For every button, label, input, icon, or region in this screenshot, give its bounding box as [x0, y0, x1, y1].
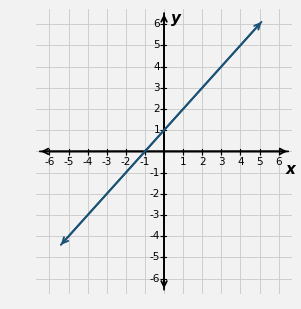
Text: 1: 1 [180, 157, 186, 167]
Text: -5: -5 [150, 252, 160, 262]
Text: 5: 5 [154, 40, 160, 50]
Text: -4: -4 [82, 157, 93, 167]
Text: -2: -2 [150, 189, 160, 199]
Text: -4: -4 [150, 231, 160, 241]
Text: 2: 2 [154, 104, 160, 114]
Text: -1: -1 [140, 157, 150, 167]
Text: 5: 5 [256, 157, 263, 167]
Text: -3: -3 [150, 210, 160, 220]
Text: 3: 3 [218, 157, 225, 167]
Text: -1: -1 [150, 167, 160, 178]
Text: 6: 6 [154, 19, 160, 29]
Text: -6: -6 [44, 157, 55, 167]
Text: -2: -2 [121, 157, 131, 167]
Text: 4: 4 [154, 61, 160, 72]
Text: 3: 3 [154, 83, 160, 93]
Text: -3: -3 [101, 157, 112, 167]
Text: x: x [286, 162, 296, 177]
Text: y: y [171, 11, 181, 26]
Text: 4: 4 [237, 157, 244, 167]
Text: 1: 1 [154, 125, 160, 135]
Text: 2: 2 [199, 157, 206, 167]
Text: -5: -5 [64, 157, 74, 167]
Text: 6: 6 [275, 157, 282, 167]
Text: -6: -6 [150, 274, 160, 284]
